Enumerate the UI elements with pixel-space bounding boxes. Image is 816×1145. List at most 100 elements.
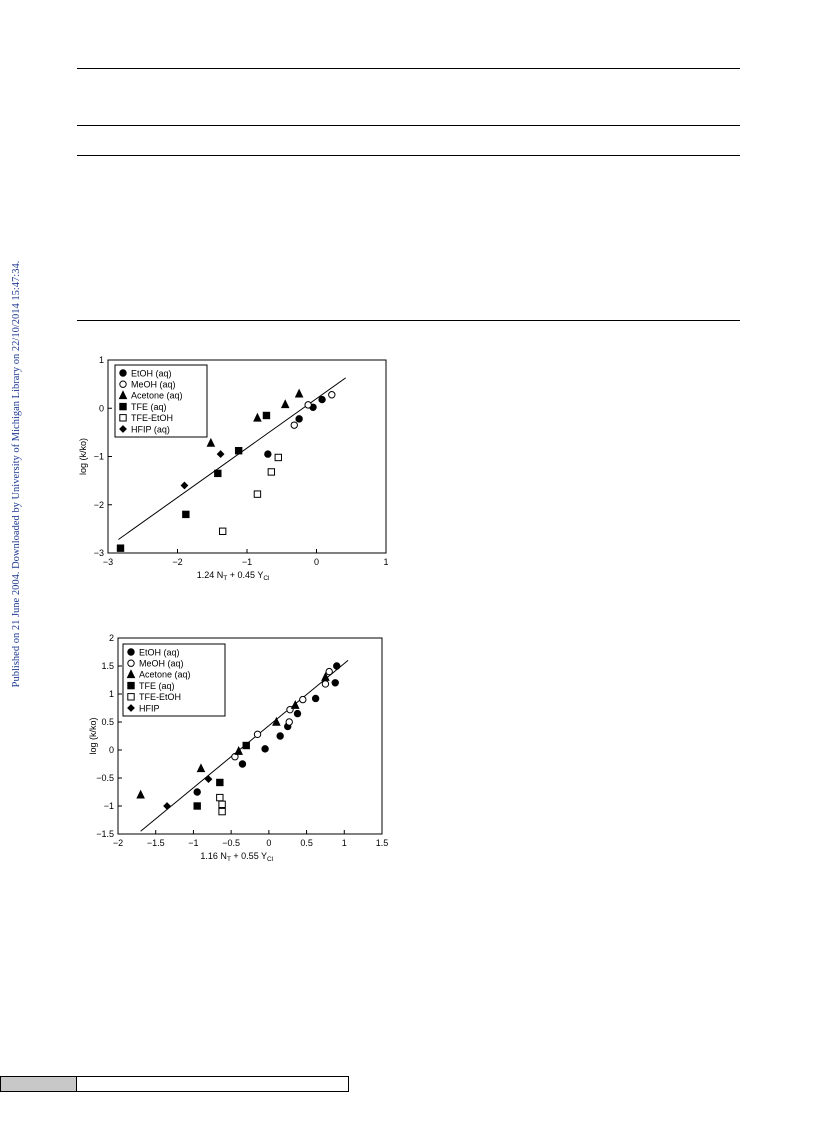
x-tick-label: −0.5 (222, 838, 240, 848)
legend-marker (119, 414, 127, 422)
legend-label: HFIP (139, 703, 160, 713)
data-point (290, 700, 300, 709)
y-tick-label: −1 (94, 452, 104, 462)
y-tick-label: −2 (94, 500, 104, 510)
series-group (218, 453, 282, 535)
series-group (231, 667, 333, 761)
data-point (328, 391, 336, 399)
series-group (180, 450, 225, 490)
y-tick-label: −3 (94, 548, 104, 558)
footer-bar-grey-cell (1, 1077, 77, 1091)
scatter-plot-2: −2 −1.5 −1 −0.5 0 0.5 1 1.5−1.5−1−0.500.511.521… (88, 633, 389, 863)
legend-marker (127, 693, 135, 701)
legend-label: TFE-EtOH (131, 413, 173, 423)
x-tick-label: −2 (113, 838, 123, 848)
legend-marker (119, 402, 127, 411)
data-point (253, 490, 262, 498)
legend-label: EtOH (aq) (131, 368, 172, 378)
data-point (218, 807, 226, 816)
data-point (216, 450, 225, 458)
data-point (253, 730, 262, 739)
rule-top (77, 68, 740, 69)
y-tick-label: 1 (109, 689, 114, 699)
data-point (293, 709, 302, 718)
data-point (163, 802, 171, 810)
legend-box (114, 364, 208, 438)
legend-label: Acetone (aq) (131, 391, 183, 401)
data-point (136, 789, 145, 799)
data-point (325, 667, 333, 676)
legend-marker (119, 425, 127, 433)
x-tick-label: 0 (314, 557, 319, 567)
legend-label: EtOH (aq) (139, 647, 180, 657)
legend-label: TFE (aq) (139, 681, 175, 691)
x-axis-label: 1.24 NT + 0.45 YCl (197, 570, 270, 582)
x-tick-label: −1 (188, 838, 198, 848)
data-point (193, 802, 201, 810)
x-tick-label: 0.5 (300, 838, 313, 848)
x-tick-label: 0 (266, 838, 271, 848)
legend-label: TFE-EtOH (139, 692, 181, 702)
x-tick-label: 1 (342, 838, 347, 848)
legend-marker (127, 648, 135, 656)
legend-marker (118, 390, 128, 400)
data-point (299, 695, 307, 704)
y-axis-label: log (k/ko) (78, 438, 88, 475)
footer-bar (0, 1076, 349, 1092)
data-point (218, 527, 227, 535)
series-group (136, 672, 330, 799)
rule-4 (77, 320, 740, 321)
data-point (267, 468, 276, 476)
data-point (311, 694, 320, 703)
legend-marker (127, 704, 135, 712)
data-point (238, 760, 247, 768)
data-point (196, 763, 206, 773)
data-point (216, 793, 224, 802)
y-tick-label: 2 (109, 633, 114, 643)
y-tick-label: −1 (104, 801, 114, 811)
legend-label: MeOH (aq) (139, 659, 184, 669)
data-point (304, 401, 312, 409)
series-group (193, 741, 250, 810)
series-group (116, 411, 271, 552)
series-group (163, 775, 213, 810)
data-point (193, 788, 201, 796)
series-group (206, 388, 304, 447)
y-tick-label: 0.5 (101, 717, 114, 727)
legend-marker (127, 659, 135, 667)
data-point (285, 718, 293, 726)
data-point (280, 399, 290, 409)
legend-marker (119, 380, 127, 388)
data-point (234, 447, 243, 455)
legend-marker (119, 369, 127, 377)
x-tick-label: −3 (103, 557, 113, 567)
data-point (295, 415, 303, 423)
x-tick-label: 1 (383, 557, 388, 567)
data-point (272, 716, 281, 726)
x-tick-label: 1.5 (376, 838, 389, 848)
data-point (206, 437, 216, 447)
data-point (253, 412, 262, 422)
y-tick-label: 0 (99, 403, 104, 413)
rule-2 (77, 125, 740, 126)
y-tick-label: 1.5 (101, 661, 114, 671)
data-point (180, 481, 189, 490)
data-point (290, 421, 298, 429)
data-point (333, 662, 341, 670)
data-point (321, 672, 330, 681)
x-tick-label: −2 (172, 557, 182, 567)
data-point (234, 745, 243, 755)
x-axis-label: 1.16 NT + 0.55 YCl (200, 851, 273, 863)
x-tick-label: −1.5 (147, 838, 165, 848)
legend-label: TFE (aq) (131, 402, 167, 412)
data-point (218, 800, 226, 809)
series-group (216, 793, 226, 816)
data-point (216, 778, 224, 787)
data-point (276, 732, 284, 740)
legend-label: MeOH (aq) (131, 380, 176, 390)
plot-frame (117, 637, 383, 835)
y-tick-label: −1.5 (96, 829, 114, 839)
legend-label: Acetone (aq) (139, 670, 191, 680)
data-point (331, 679, 339, 687)
data-point (204, 775, 213, 784)
